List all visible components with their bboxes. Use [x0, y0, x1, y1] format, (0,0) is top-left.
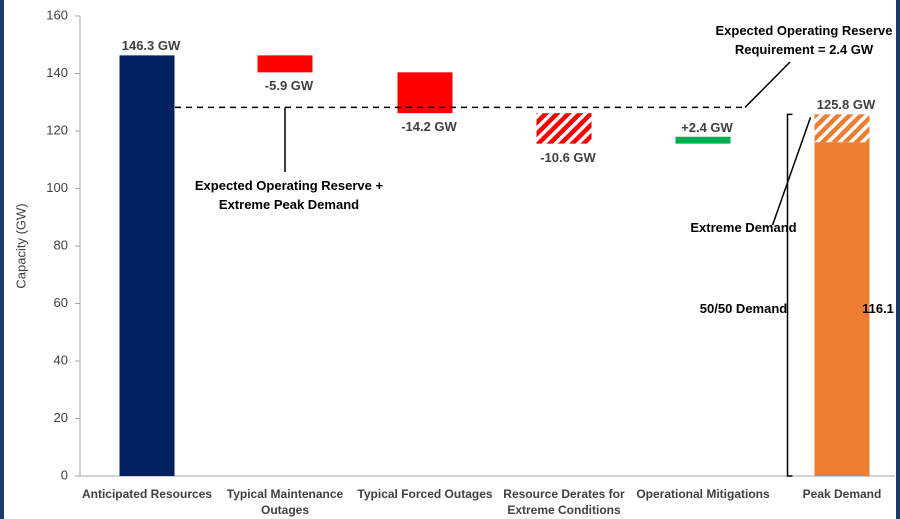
- frame: Capacity (GW) 0 20 40 60 80 100 120 140 160 146.…: [4, 0, 896, 519]
- value-label: 146.3 GW: [121, 38, 181, 54]
- x-tick-label: Typical Forced Outages: [357, 487, 493, 501]
- chart: Capacity (GW) 0 20 40 60 80 100 120 140 160: [13, 7, 895, 482]
- split-value-label: 116.1 GW: [862, 301, 896, 317]
- value-label: +2.4 GW: [681, 119, 733, 135]
- bar: [814, 142, 870, 476]
- y-tick-label: 40: [54, 352, 68, 367]
- y-tick-label: 120: [46, 122, 68, 137]
- leader: [744, 61, 791, 108]
- bar: [536, 113, 592, 144]
- rest-name: Extreme Demand: [690, 220, 797, 236]
- y-tick-label: 60: [54, 295, 68, 310]
- bar: [675, 136, 731, 144]
- reference-label: Expected Operating Reserve + Extreme Pea…: [184, 176, 394, 214]
- y-tick-label: 100: [46, 180, 68, 195]
- bar: [397, 72, 453, 114]
- bar: [257, 55, 313, 73]
- x-tick-label: Operational Mitigations: [636, 487, 770, 501]
- value-label: -10.6 GW: [540, 149, 596, 165]
- reserve-note: Expected Operating Reserve Requirement =…: [715, 23, 893, 57]
- bar-extreme: [814, 114, 870, 143]
- value-label: -5.9 GW: [264, 78, 314, 94]
- split-name: 50/50 Demand: [699, 301, 788, 317]
- x-tick-label: Typical Maintenance Outages: [226, 487, 344, 517]
- y-axis-label: Capacity (GW): [13, 203, 28, 288]
- bracket: [786, 113, 793, 477]
- y-tick-label: 80: [54, 237, 68, 252]
- value-label: 125.8 GW: [816, 97, 876, 113]
- x-tick-label: Resource Derates for Extreme Conditions: [503, 487, 625, 517]
- value-label: -14.2 GW: [401, 119, 457, 135]
- x-tick-label: Peak Demand: [802, 487, 882, 501]
- y-tick-label: 160: [46, 7, 68, 22]
- y-tick-label: 20: [54, 410, 68, 425]
- y-tick-label: 0: [61, 467, 68, 482]
- y-tick-label: 140: [46, 65, 68, 80]
- bar: [119, 55, 175, 476]
- x-tick-label: Anticipated Resources: [81, 487, 213, 501]
- leader: [771, 117, 812, 226]
